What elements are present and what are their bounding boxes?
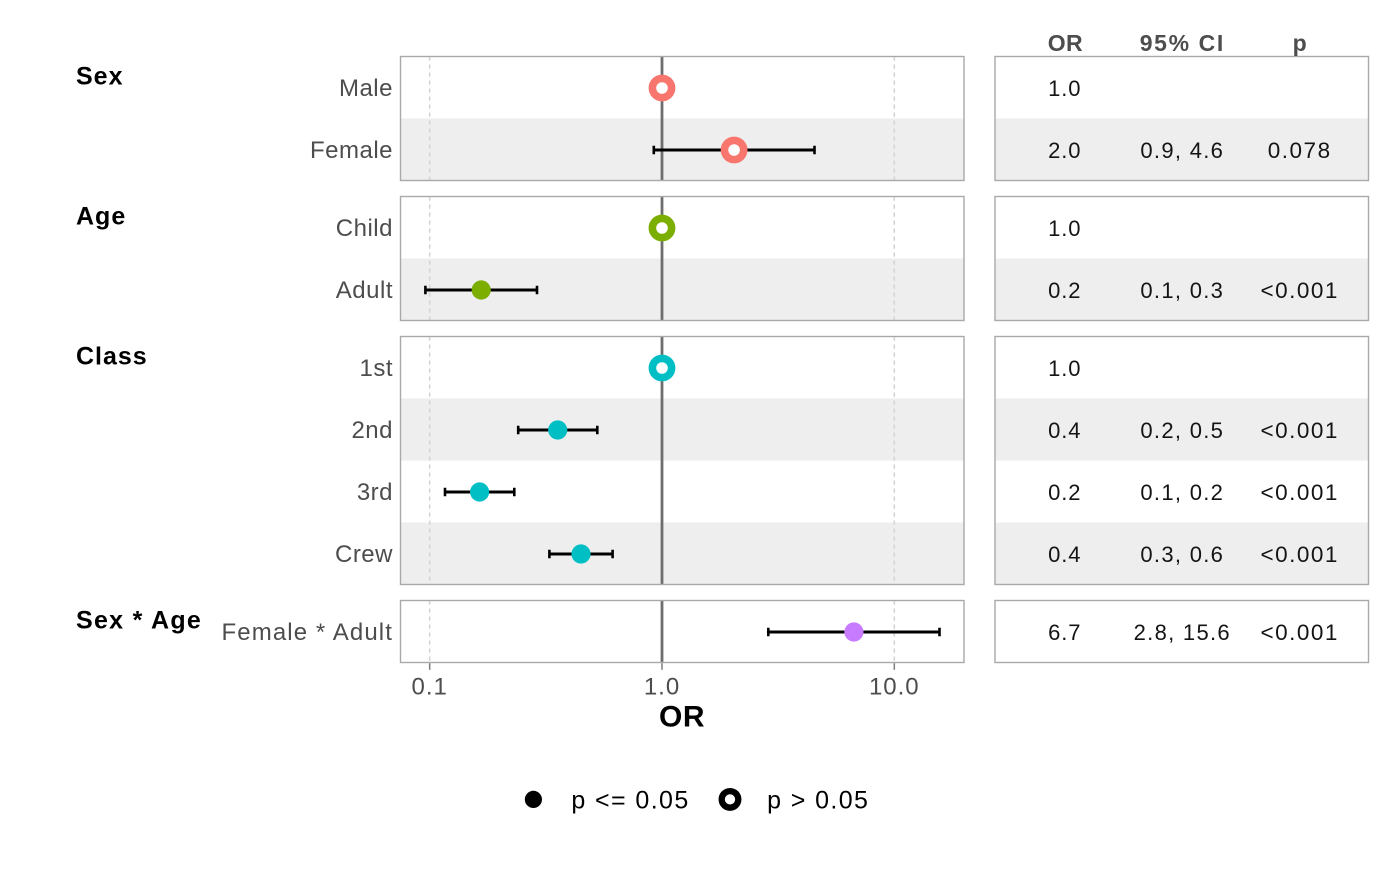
svg-text:0.1, 0.3: 0.1, 0.3 xyxy=(1140,278,1224,303)
svg-text:<0.001: <0.001 xyxy=(1260,278,1338,303)
svg-text:OR: OR xyxy=(1048,30,1083,56)
svg-text:2.8, 15.6: 2.8, 15.6 xyxy=(1134,620,1231,645)
svg-text:1.0: 1.0 xyxy=(1048,356,1081,381)
svg-text:95% CI: 95% CI xyxy=(1140,30,1225,56)
svg-text:Male: Male xyxy=(339,75,393,102)
svg-text:<0.001: <0.001 xyxy=(1260,480,1338,505)
svg-text:0.2: 0.2 xyxy=(1048,278,1081,303)
svg-text:6.7: 6.7 xyxy=(1048,620,1081,645)
svg-text:2.0: 2.0 xyxy=(1048,138,1081,163)
svg-text:Age: Age xyxy=(76,203,126,231)
svg-text:0.2: 0.2 xyxy=(1048,480,1081,505)
svg-text:OR: OR xyxy=(659,701,705,734)
svg-text:Crew: Crew xyxy=(335,541,393,568)
svg-text:1.0: 1.0 xyxy=(1048,76,1081,101)
svg-text:3rd: 3rd xyxy=(357,479,393,506)
svg-text:Child: Child xyxy=(336,215,393,242)
svg-text:<0.001: <0.001 xyxy=(1260,418,1338,443)
svg-text:0.2, 0.5: 0.2, 0.5 xyxy=(1140,418,1224,443)
svg-text:10.0: 10.0 xyxy=(869,673,920,700)
svg-text:0.4: 0.4 xyxy=(1048,418,1081,443)
svg-text:2nd: 2nd xyxy=(351,417,393,444)
svg-text:0.3, 0.6: 0.3, 0.6 xyxy=(1140,542,1224,567)
svg-text:Adult: Adult xyxy=(336,277,393,304)
svg-text:p: p xyxy=(1293,30,1307,56)
svg-text:1.0: 1.0 xyxy=(1048,216,1081,241)
svg-text:Sex: Sex xyxy=(76,63,123,91)
svg-text:Sex * Age: Sex * Age xyxy=(76,607,202,635)
svg-text:0.9, 4.6: 0.9, 4.6 xyxy=(1140,138,1224,163)
svg-text:p > 0.05: p > 0.05 xyxy=(767,786,869,814)
svg-text:Class: Class xyxy=(76,343,148,371)
svg-text:0.1, 0.2: 0.1, 0.2 xyxy=(1140,480,1224,505)
svg-text:0.1: 0.1 xyxy=(412,673,448,700)
svg-text:Female * Adult: Female * Adult xyxy=(222,619,393,646)
svg-text:1.0: 1.0 xyxy=(644,673,680,700)
svg-text:0.4: 0.4 xyxy=(1048,542,1081,567)
svg-text:p <= 0.05: p <= 0.05 xyxy=(571,786,689,814)
svg-text:<0.001: <0.001 xyxy=(1260,620,1338,645)
svg-text:0.078: 0.078 xyxy=(1268,138,1332,163)
svg-text:1st: 1st xyxy=(359,355,393,382)
svg-text:<0.001: <0.001 xyxy=(1260,542,1338,567)
svg-text:Female: Female xyxy=(310,137,393,164)
